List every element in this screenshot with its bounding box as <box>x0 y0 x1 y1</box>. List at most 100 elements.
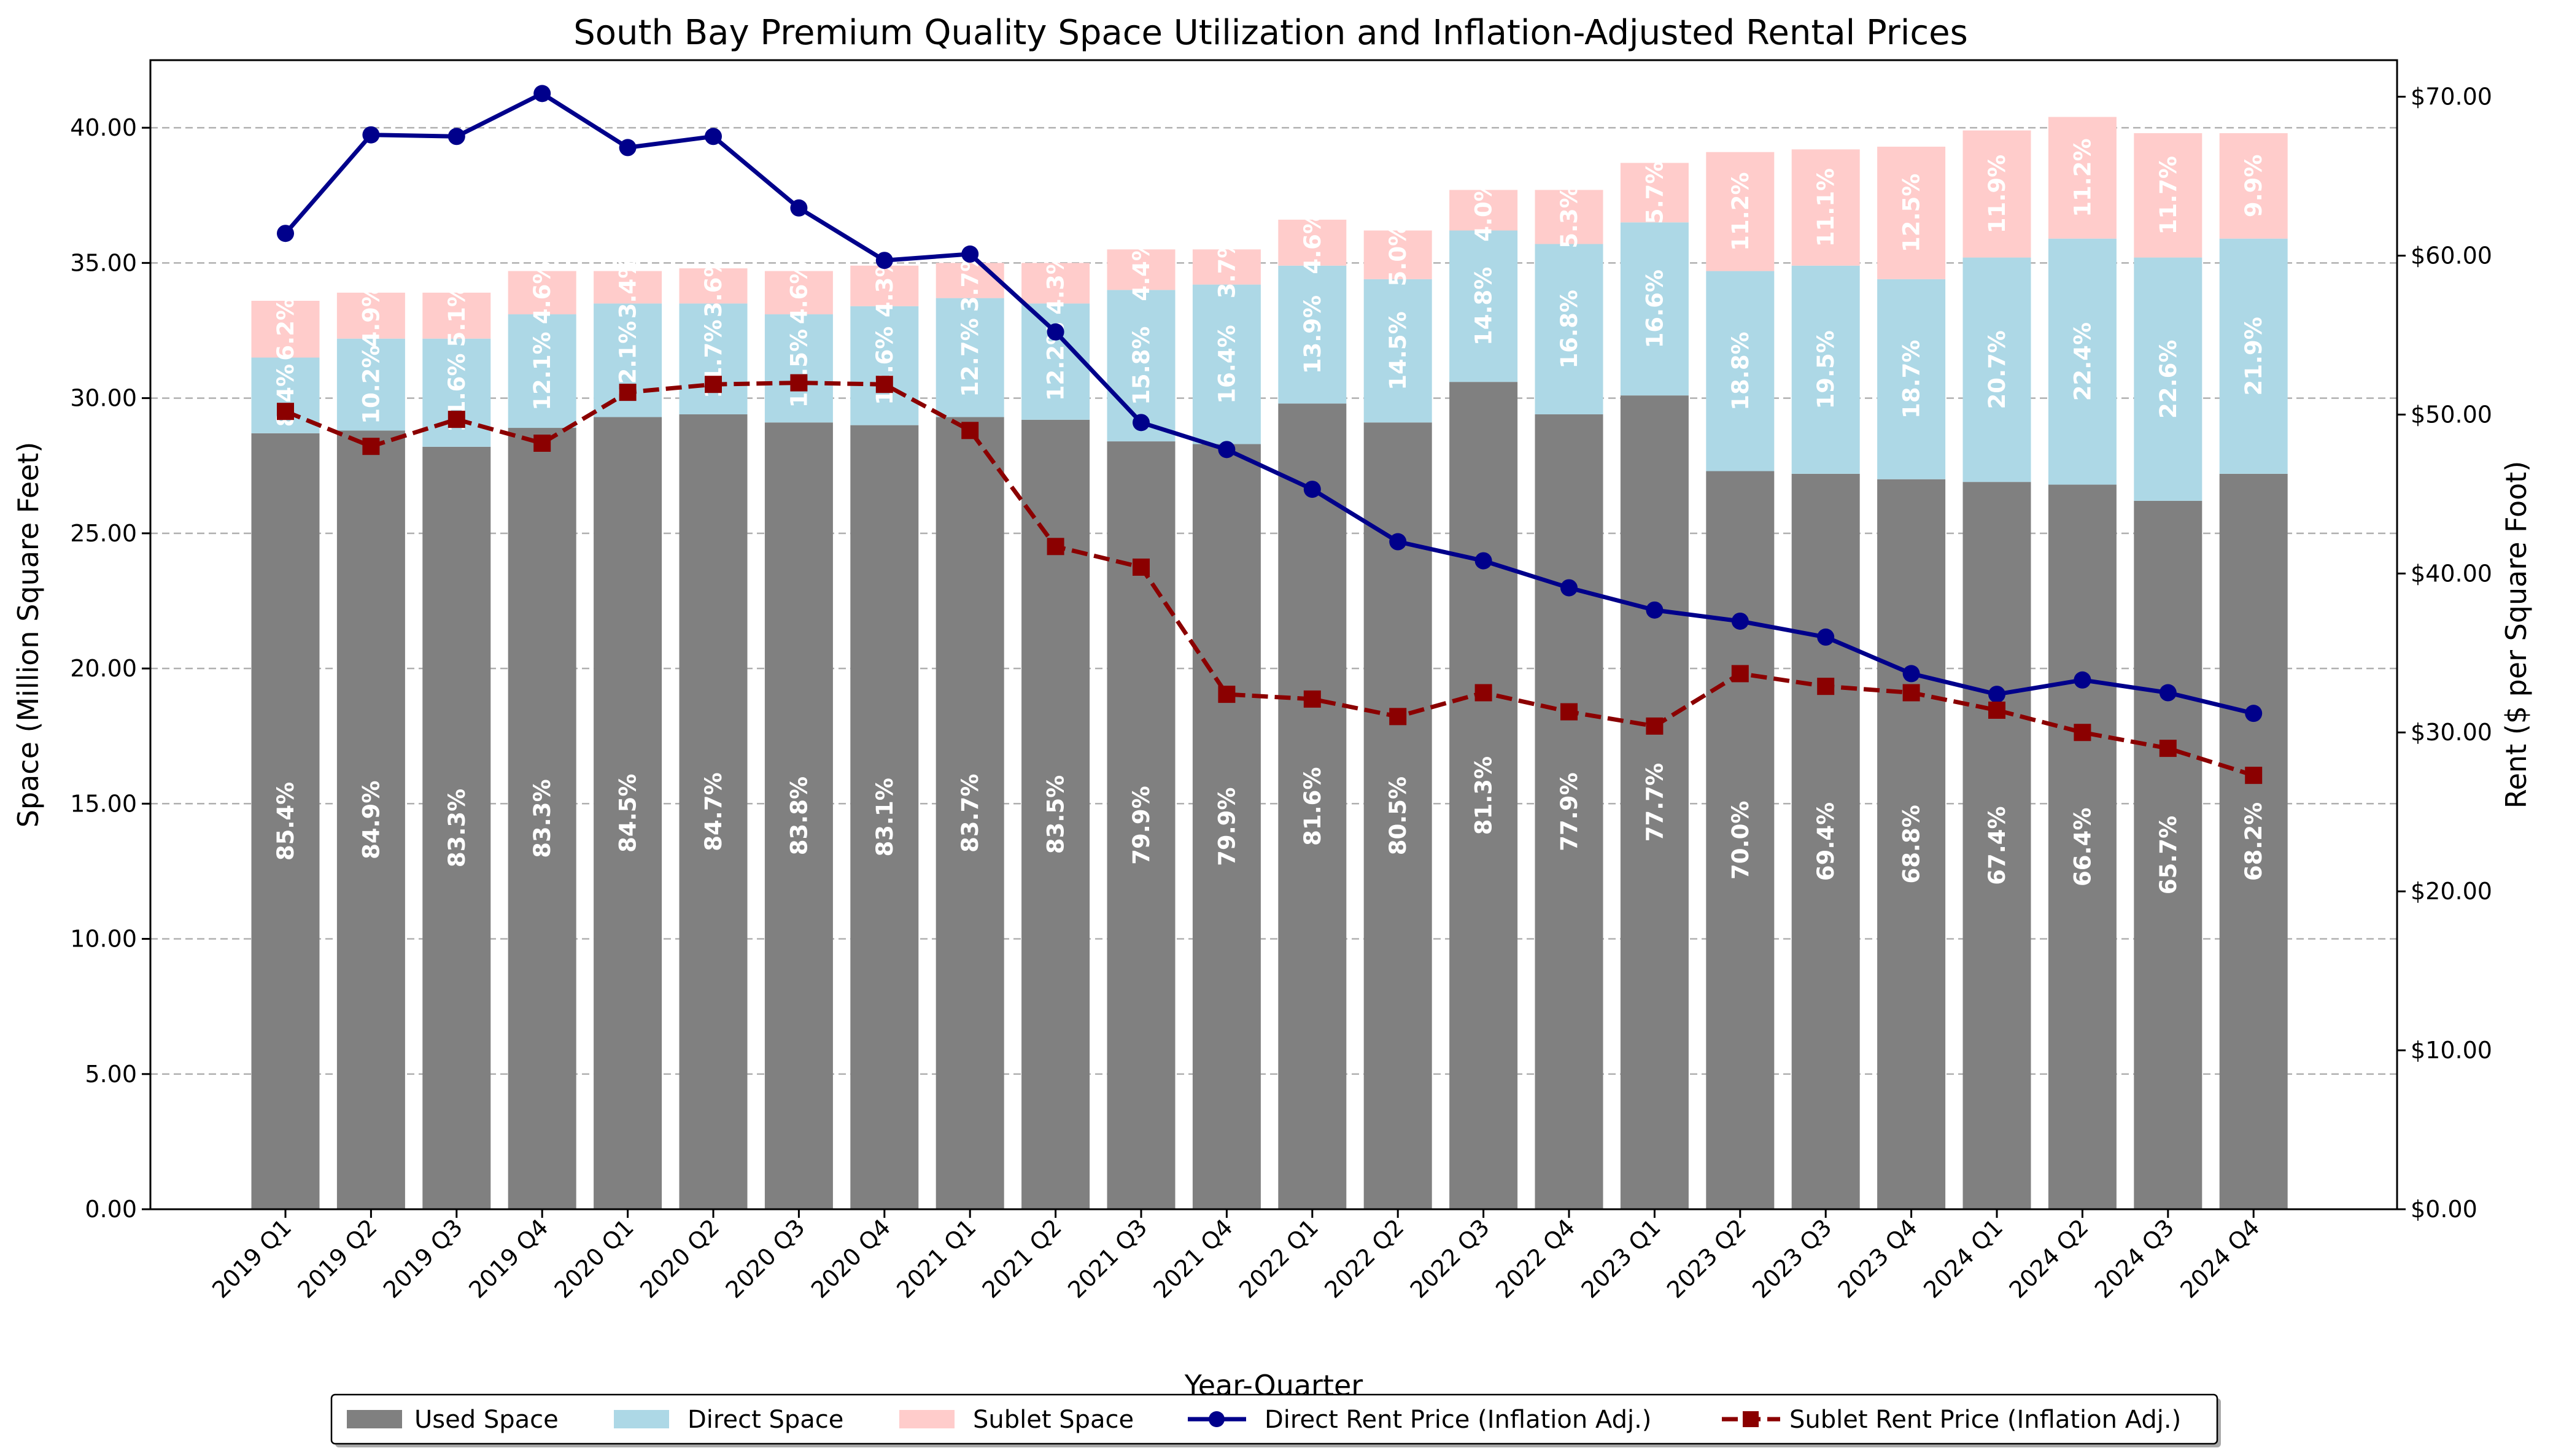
sublet-rent-point <box>1902 684 1920 702</box>
x-tick-label: 2019 Q3 <box>378 1214 468 1303</box>
x-tick-label: 2022 Q3 <box>1405 1214 1495 1303</box>
bar-value-label: 70.0% <box>1727 801 1754 880</box>
bar-used-space <box>1192 444 1261 1209</box>
bar-value-label: 11.5% <box>786 329 812 408</box>
legend-box <box>330 1393 2218 1445</box>
bar-direct-space <box>1278 265 1347 404</box>
legend-label: Direct Space <box>688 1406 843 1434</box>
sublet-rent-point <box>1731 665 1749 683</box>
bar-used-space <box>936 417 1004 1210</box>
bar-value-label: 5.3% <box>1556 185 1583 249</box>
bar-value-label: 5.0% <box>1385 223 1411 287</box>
bar-direct-space <box>1021 303 1090 420</box>
bar-sublet-space <box>2219 133 2288 239</box>
x-tick-label: 2023 Q2 <box>1662 1214 1751 1303</box>
legend-swatch <box>347 1410 402 1428</box>
x-tick-label: 2022 Q1 <box>1234 1214 1323 1303</box>
x-tick-label: 2022 Q2 <box>1319 1214 1409 1303</box>
sublet-rent-point <box>1474 684 1492 702</box>
bar-sublet-space <box>1620 163 1689 223</box>
direct-rent-point <box>533 85 551 103</box>
bar-sublet-space <box>1449 190 1518 231</box>
legend-swatch <box>899 1410 955 1428</box>
bar-sublet-space <box>336 292 405 339</box>
direct-rent-point <box>1218 441 1236 459</box>
x-tick-label: 2021 Q4 <box>1148 1214 1238 1303</box>
bar-value-label: 16.8% <box>1556 290 1583 368</box>
bar-direct-space <box>2134 257 2202 501</box>
sublet-rent-point <box>277 403 294 420</box>
bar-direct-space <box>764 314 833 423</box>
bar-value-label: 4.4% <box>1128 238 1155 301</box>
bar-value-label: 11.2% <box>2069 138 2096 217</box>
sublet-rent-point <box>2159 740 2177 757</box>
sublet-rent-point <box>619 384 637 401</box>
sublet-rent-point <box>790 374 808 392</box>
bar-sublet-space <box>508 271 576 315</box>
y2-tick-label: $60.00 <box>2411 242 2492 269</box>
direct-rent-point <box>1817 628 1835 646</box>
bar-used-space <box>850 425 919 1210</box>
rent-lines <box>277 85 2263 784</box>
direct-rent-point <box>875 252 893 269</box>
bar-value-label: 3.6% <box>700 254 727 317</box>
y2-tick-label: $30.00 <box>2411 719 2492 746</box>
bar-value-label: 15.8% <box>1128 327 1155 405</box>
y-tick-label: 30.00 <box>70 385 137 412</box>
bar-sublet-space <box>2134 133 2202 258</box>
bar-value-label: 18.8% <box>1727 331 1754 410</box>
sublet-rent-point <box>705 376 722 393</box>
sublet-rent-point <box>1817 678 1835 695</box>
bar-value-label: 77.9% <box>1556 772 1583 851</box>
bar-direct-space <box>1192 284 1261 444</box>
bar-used-space <box>251 433 320 1210</box>
direct-rent-point <box>1474 552 1492 570</box>
bar-sublet-space <box>1363 230 1432 279</box>
x-tick-label: 2024 Q3 <box>2090 1214 2179 1303</box>
sublet-rent-point <box>362 438 380 455</box>
y-tick-label: 40.00 <box>70 114 137 141</box>
bar-sublet-space <box>1107 249 1176 290</box>
bar-used-space <box>1278 403 1347 1209</box>
bar-value-label: 4.6% <box>529 261 556 324</box>
legend-label: Direct Rent Price (Inflation Adj.) <box>1265 1406 1651 1434</box>
bar-value-label: 9.9% <box>2241 155 2267 218</box>
bar-direct-space <box>1877 279 1946 479</box>
y-tick-label: 10.00 <box>70 926 137 953</box>
bar-value-label: 67.4% <box>1984 806 2010 885</box>
bar-sublet-space <box>422 292 491 339</box>
sublet-rent-point <box>1047 538 1064 556</box>
bar-used-space <box>1449 382 1518 1210</box>
y2-tick-label: $20.00 <box>2411 878 2492 905</box>
stacked-bars <box>251 117 2288 1210</box>
legend-label: Sublet Rent Price (Inflation Adj.) <box>1789 1406 2181 1434</box>
bar-used-space <box>1363 422 1432 1209</box>
bar-direct-space <box>679 303 748 415</box>
bar-value-label: 84.7% <box>700 772 727 851</box>
bar-value-label: 79.9% <box>1214 788 1240 866</box>
x-tick-label: 2021 Q3 <box>1063 1214 1152 1303</box>
sublet-rent-point <box>1133 558 1150 576</box>
direct-rent-point <box>1988 686 2005 703</box>
bar-value-label: 22.4% <box>2069 322 2096 401</box>
direct-rent-point <box>1560 579 1578 597</box>
bar-used-space <box>1791 473 1860 1210</box>
bar-value-label: 21.9% <box>2241 317 2267 395</box>
bar-value-label: 83.3% <box>529 779 556 858</box>
bar-sublet-space <box>936 263 1004 298</box>
legend: Used Space Direct Space Sublet Space Direct… <box>330 1393 2221 1447</box>
bar-value-label: 83.5% <box>1043 775 1069 854</box>
bar-value-label: 16.4% <box>1214 325 1240 403</box>
sublet-rent-point <box>2074 724 2091 742</box>
y-tick-label: 35.00 <box>70 249 137 276</box>
y-axis-label: Space (Million Square Feet) <box>12 442 45 828</box>
bar-sublet-space <box>850 265 919 306</box>
legend-label: Used Space <box>414 1406 559 1434</box>
bar-direct-space <box>1535 244 1603 415</box>
bar-value-label: 18.7% <box>1899 340 1925 419</box>
direct-rent-point <box>1303 481 1321 498</box>
x-tick-label: 2024 Q4 <box>2175 1214 2264 1303</box>
bar-used-space <box>422 446 491 1209</box>
direct-rent-point <box>961 245 979 263</box>
sublet-rent-point <box>1389 708 1407 726</box>
